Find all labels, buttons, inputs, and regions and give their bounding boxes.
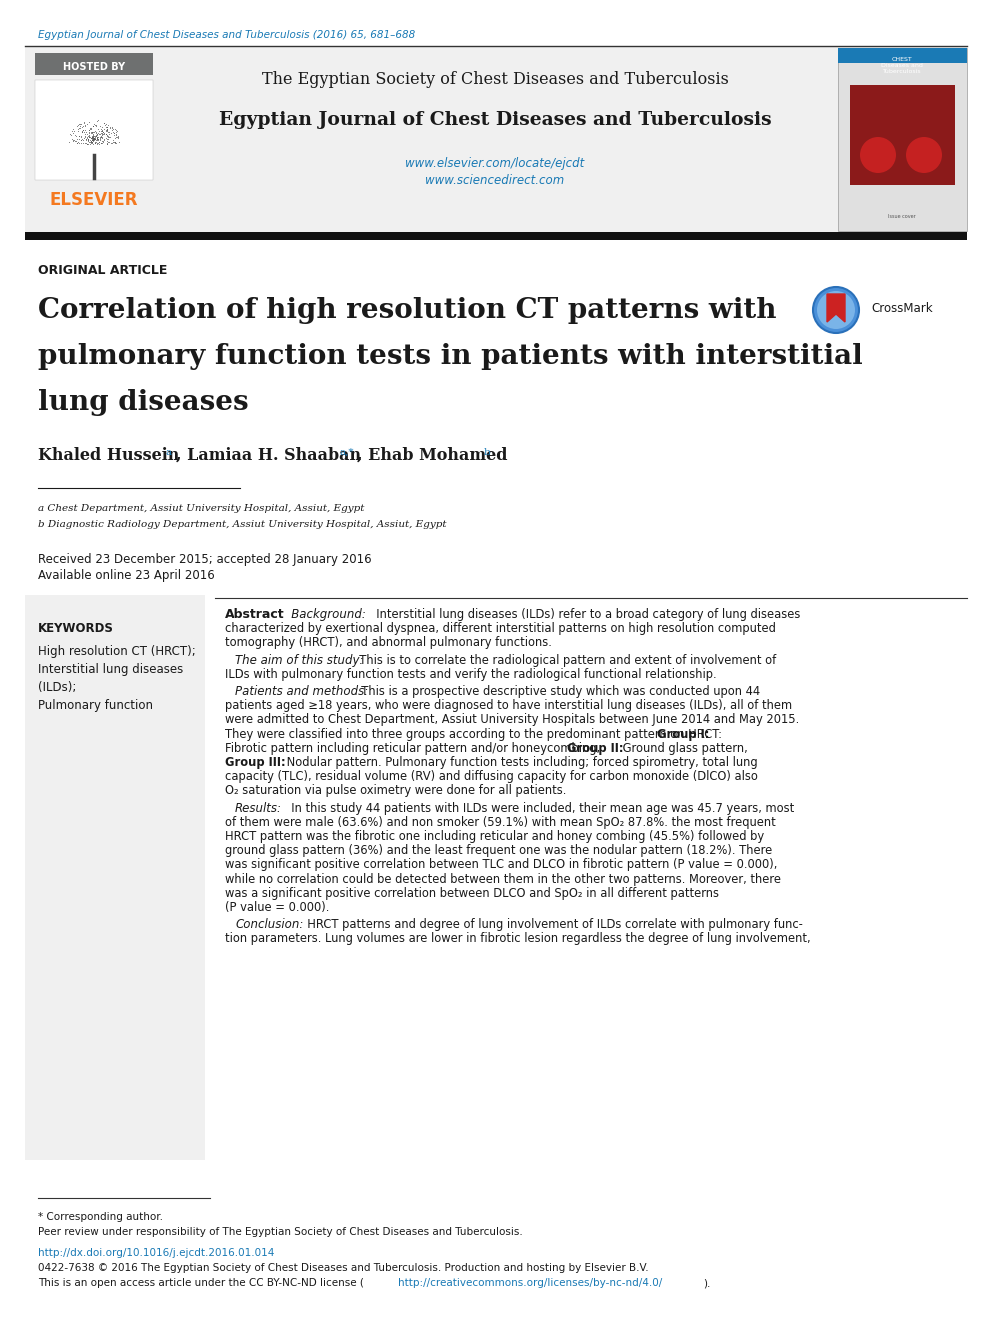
Text: This is a prospective descriptive study which was conducted upon 44: This is a prospective descriptive study …	[354, 685, 760, 699]
Text: This is to correlate the radiological pattern and extent of involvement of: This is to correlate the radiological pa…	[352, 654, 777, 667]
Text: Interstitial lung diseases: Interstitial lung diseases	[38, 663, 184, 676]
Text: a: a	[166, 448, 173, 456]
Text: b Diagnostic Radiology Department, Assiut University Hospital, Assiut, Egypt: b Diagnostic Radiology Department, Assiu…	[38, 520, 446, 529]
Text: ELSEVIER: ELSEVIER	[50, 191, 138, 209]
Text: CrossMark: CrossMark	[871, 302, 932, 315]
Text: http://creativecommons.org/licenses/by-nc-nd/4.0/: http://creativecommons.org/licenses/by-n…	[398, 1278, 663, 1289]
Polygon shape	[827, 294, 845, 321]
Text: www.sciencedirect.com: www.sciencedirect.com	[426, 175, 564, 188]
Text: ).: ).	[703, 1278, 710, 1289]
Text: Peer review under responsibility of The Egyptian Society of Chest Diseases and T: Peer review under responsibility of The …	[38, 1226, 523, 1237]
Text: O₂ saturation via pulse oximetry were done for all patients.: O₂ saturation via pulse oximetry were do…	[225, 785, 566, 798]
Text: characterized by exertional dyspnea, different interstitial patterns on high res: characterized by exertional dyspnea, dif…	[225, 622, 776, 635]
Text: They were classified into three groups according to the predominant pattern on H: They were classified into three groups a…	[225, 728, 725, 741]
Text: lung diseases: lung diseases	[38, 389, 249, 415]
Circle shape	[813, 287, 859, 333]
Text: pulmonary function tests in patients with interstitial: pulmonary function tests in patients wit…	[38, 343, 863, 370]
Text: a,*: a,*	[339, 448, 353, 456]
Circle shape	[817, 291, 855, 329]
Text: This is an open access article under the CC BY-NC-ND license (: This is an open access article under the…	[38, 1278, 364, 1289]
Text: a Chest Department, Assiut University Hospital, Assiut, Egypt: a Chest Department, Assiut University Ho…	[38, 504, 364, 513]
Text: (P value = 0.000).: (P value = 0.000).	[225, 901, 329, 914]
Text: Group II:: Group II:	[567, 742, 624, 755]
Text: The aim of this study:: The aim of this study:	[235, 654, 363, 667]
Text: http://dx.doi.org/10.1016/j.ejcdt.2016.01.014: http://dx.doi.org/10.1016/j.ejcdt.2016.0…	[38, 1248, 275, 1258]
Text: tomography (HRCT), and abnormal pulmonary functions.: tomography (HRCT), and abnormal pulmonar…	[225, 636, 552, 650]
Text: Egyptian Journal of Chest Diseases and Tuberculosis (2016) 65, 681–688: Egyptian Journal of Chest Diseases and T…	[38, 30, 416, 40]
Text: ground glass pattern (36%) and the least frequent one was the nodular pattern (1: ground glass pattern (36%) and the least…	[225, 844, 772, 857]
Text: HRCT pattern was the fibrotic one including reticular and honey combing (45.5%) : HRCT pattern was the fibrotic one includ…	[225, 830, 764, 843]
Text: Egyptian Journal of Chest Diseases and Tuberculosis: Egyptian Journal of Chest Diseases and T…	[218, 111, 772, 130]
Bar	[25, 48, 967, 233]
Text: Abstract: Abstract	[225, 609, 285, 620]
Text: patients aged ≥18 years, who were diagnosed to have interstitial lung diseases (: patients aged ≥18 years, who were diagno…	[225, 699, 793, 712]
Text: Fibrotic pattern including reticular pattern and/or honeycombing,: Fibrotic pattern including reticular pat…	[225, 742, 604, 755]
Text: , Lamiaa H. Shaaban: , Lamiaa H. Shaaban	[176, 447, 361, 464]
Text: were admitted to Chest Department, Assiut University Hospitals between June 2014: were admitted to Chest Department, Assiu…	[225, 713, 800, 726]
Text: * Corresponding author.: * Corresponding author.	[38, 1212, 163, 1222]
Text: Nodular pattern. Pulmonary function tests including; forced spirometry, total lu: Nodular pattern. Pulmonary function test…	[283, 755, 758, 769]
Text: www.elsevier.com/locate/ejcdt: www.elsevier.com/locate/ejcdt	[406, 156, 584, 169]
Bar	[838, 48, 967, 64]
Bar	[838, 48, 967, 232]
Text: Conclusion:: Conclusion:	[235, 918, 304, 931]
Bar	[25, 595, 205, 1160]
Text: , Ehab Mohamed: , Ehab Mohamed	[357, 447, 508, 464]
Text: while no correlation could be detected between them in the other two patterns. M: while no correlation could be detected b…	[225, 873, 781, 885]
Circle shape	[860, 138, 896, 173]
Text: High resolution CT (HRCT);: High resolution CT (HRCT);	[38, 646, 195, 658]
Text: Khaled Hussein: Khaled Hussein	[38, 447, 180, 464]
Text: The Egyptian Society of Chest Diseases and Tuberculosis: The Egyptian Society of Chest Diseases a…	[262, 71, 728, 89]
Bar	[850, 85, 955, 185]
Text: was a significant positive correlation between DLCO and SpO₂ in all different pa: was a significant positive correlation b…	[225, 886, 719, 900]
Text: Pulmonary function: Pulmonary function	[38, 699, 153, 712]
Text: HRCT patterns and degree of lung involvement of ILDs correlate with pulmonary fu: HRCT patterns and degree of lung involve…	[300, 918, 803, 931]
Bar	[35, 53, 153, 75]
Text: Ground glass pattern,: Ground glass pattern,	[619, 742, 748, 755]
Text: Received 23 December 2015; accepted 28 January 2016: Received 23 December 2015; accepted 28 J…	[38, 553, 372, 566]
Bar	[35, 79, 153, 180]
Text: CHEST
Diseases and
Tuberculosis: CHEST Diseases and Tuberculosis	[881, 57, 923, 74]
Text: In this study 44 patients with ILDs were included, their mean age was 45.7 years: In this study 44 patients with ILDs were…	[284, 802, 795, 815]
Text: Group I:: Group I:	[657, 728, 709, 741]
Text: Patients and methods:: Patients and methods:	[235, 685, 368, 699]
Text: capacity (TLC), residual volume (RV) and diffusing capacity for carbon monoxide : capacity (TLC), residual volume (RV) and…	[225, 770, 758, 783]
Bar	[25, 232, 967, 239]
Text: Background:: Background:	[280, 609, 366, 620]
Text: KEYWORDS: KEYWORDS	[38, 622, 114, 635]
Text: b: b	[484, 448, 491, 456]
Text: HOSTED BY: HOSTED BY	[62, 62, 125, 71]
Text: of them were male (63.6%) and non smoker (59.1%) with mean SpO₂ 87.8%. the most : of them were male (63.6%) and non smoker…	[225, 816, 776, 828]
Text: ILDs with pulmonary function tests and verify the radiological functional relati: ILDs with pulmonary function tests and v…	[225, 668, 716, 681]
Text: was significant positive correlation between TLC and DLCO in fibrotic pattern (P: was significant positive correlation bet…	[225, 859, 778, 872]
Text: Interstitial lung diseases (ILDs) refer to a broad category of lung diseases: Interstitial lung diseases (ILDs) refer …	[369, 609, 801, 620]
Text: ORIGINAL ARTICLE: ORIGINAL ARTICLE	[38, 265, 168, 277]
Text: tion parameters. Lung volumes are lower in fibrotic lesion regardless the degree: tion parameters. Lung volumes are lower …	[225, 933, 810, 946]
Text: Issue cover: Issue cover	[888, 214, 916, 220]
Text: Correlation of high resolution CT patterns with: Correlation of high resolution CT patter…	[38, 296, 777, 324]
Circle shape	[906, 138, 942, 173]
Text: Results:: Results:	[235, 802, 282, 815]
Text: Group III:: Group III:	[225, 755, 286, 769]
Text: 0422-7638 © 2016 The Egyptian Society of Chest Diseases and Tuberculosis. Produc: 0422-7638 © 2016 The Egyptian Society of…	[38, 1263, 649, 1273]
Text: (ILDs);: (ILDs);	[38, 681, 76, 695]
Text: Available online 23 April 2016: Available online 23 April 2016	[38, 569, 214, 582]
